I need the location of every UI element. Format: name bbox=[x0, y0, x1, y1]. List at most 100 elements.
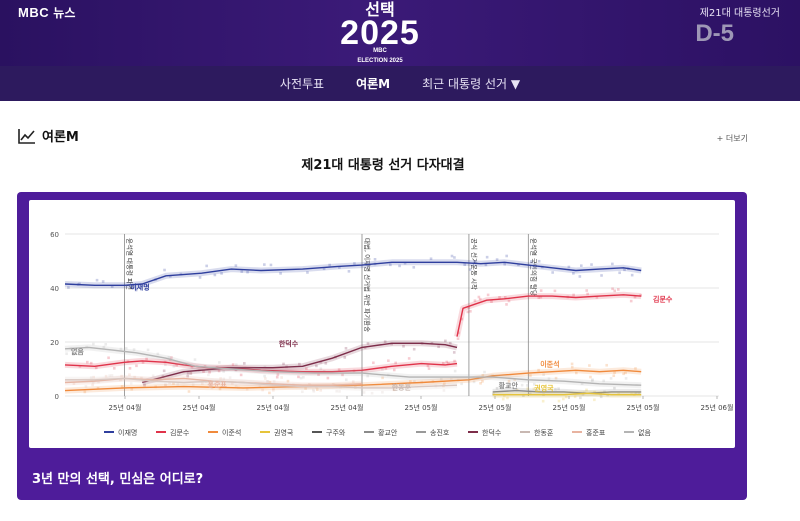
poll-point bbox=[280, 376, 283, 379]
poll-point bbox=[389, 263, 392, 267]
legend-label: 홍준표 bbox=[586, 428, 606, 437]
poll-point bbox=[190, 365, 194, 369]
section-header: 여론M bbox=[18, 126, 79, 145]
poll-point bbox=[460, 382, 463, 386]
poll-point bbox=[193, 358, 197, 361]
nav-poll-m[interactable]: 여론M bbox=[352, 71, 394, 103]
poll-point bbox=[272, 389, 275, 392]
poll-point bbox=[586, 292, 589, 296]
y-tick-label: 20 bbox=[50, 339, 59, 347]
poll-point bbox=[315, 386, 318, 389]
poll-point bbox=[383, 340, 387, 343]
poll-point bbox=[477, 295, 481, 299]
poll-point bbox=[347, 270, 351, 273]
poll-point bbox=[591, 378, 594, 382]
dday-value: D-5 bbox=[695, 20, 734, 47]
poll-point bbox=[443, 382, 446, 386]
poll-point bbox=[549, 365, 553, 368]
poll-point bbox=[553, 289, 557, 293]
poll-point bbox=[373, 257, 377, 261]
poll-point bbox=[495, 386, 499, 390]
poll-point bbox=[246, 270, 249, 274]
poll-point bbox=[403, 261, 407, 265]
poll-point bbox=[269, 263, 273, 267]
poll-point bbox=[135, 364, 138, 368]
site-header: MBC 뉴스 선택 2025 MBC ELECTION 2025 제21대 대통… bbox=[0, 0, 800, 66]
poll-point bbox=[623, 268, 626, 272]
poll-point bbox=[108, 374, 112, 377]
poll-point bbox=[175, 363, 178, 367]
poll-point bbox=[102, 345, 106, 349]
poll-point bbox=[481, 373, 485, 377]
poll-point bbox=[437, 345, 440, 349]
nav-early-vote[interactable]: 사전투표 bbox=[279, 77, 325, 91]
poll-point bbox=[319, 360, 323, 364]
poll-point bbox=[390, 342, 394, 346]
poll-point bbox=[381, 376, 384, 380]
legend-label: 송진호 bbox=[430, 428, 450, 437]
poll-point bbox=[189, 371, 193, 375]
poll-point bbox=[426, 364, 430, 368]
poll-point bbox=[146, 348, 150, 352]
poll-point bbox=[162, 369, 166, 373]
y-tick-label: 60 bbox=[50, 231, 59, 239]
x-tick-label: 25년 05월 bbox=[405, 403, 438, 412]
poll-point bbox=[520, 383, 524, 387]
poll-point bbox=[245, 387, 249, 391]
more-link[interactable]: + 더보기 bbox=[716, 134, 748, 143]
series-line bbox=[64, 369, 642, 392]
series-line bbox=[65, 377, 458, 389]
poll-point bbox=[468, 268, 472, 271]
poll-point bbox=[119, 347, 123, 351]
poll-point bbox=[472, 380, 476, 384]
poll-point bbox=[110, 285, 114, 288]
poll-point bbox=[168, 274, 172, 278]
logo-title: 선택 bbox=[365, 0, 395, 19]
poll-point bbox=[444, 339, 447, 343]
poll-point bbox=[611, 287, 614, 291]
x-tick-label: 25년 05월 bbox=[479, 403, 512, 412]
poll-point bbox=[200, 382, 204, 385]
brand-logo[interactable]: MBC 뉴스 bbox=[18, 4, 75, 21]
chart-caption[interactable]: 3년 만의 선택, 민심은 어디로? bbox=[32, 472, 204, 487]
series-label: 김문수 bbox=[653, 295, 673, 304]
poll-point bbox=[213, 273, 217, 277]
poll-point bbox=[279, 272, 282, 275]
poll-point bbox=[526, 387, 529, 390]
poll-point bbox=[506, 396, 509, 400]
nav-recent-elections[interactable]: 최근 대통령 선거 ▼ bbox=[422, 77, 521, 91]
x-tick-label: 25년 04월 bbox=[109, 403, 142, 412]
poll-point bbox=[362, 391, 366, 394]
brand-mbc: MBC bbox=[18, 5, 50, 20]
poll-point bbox=[298, 362, 301, 366]
poll-point bbox=[231, 382, 234, 385]
poll-point bbox=[222, 370, 225, 373]
poll-point bbox=[617, 288, 620, 291]
poll-point bbox=[94, 366, 98, 370]
poll-point bbox=[366, 374, 369, 378]
poll-point bbox=[588, 364, 591, 367]
series-label: 이재명 bbox=[130, 282, 149, 291]
poll-point bbox=[613, 371, 616, 374]
poll-point bbox=[145, 287, 148, 290]
poll-point bbox=[529, 260, 533, 263]
legend-label: 없음 bbox=[638, 429, 651, 437]
poll-point bbox=[222, 377, 226, 381]
poll-point bbox=[639, 294, 642, 297]
poll-point bbox=[205, 264, 208, 268]
poll-point bbox=[343, 356, 347, 359]
poll-point bbox=[164, 363, 167, 367]
poll-point bbox=[578, 275, 582, 278]
poll-point bbox=[513, 378, 517, 381]
poll-point bbox=[322, 267, 326, 271]
poll-point bbox=[490, 300, 493, 303]
poll-point bbox=[187, 390, 191, 393]
series-line bbox=[456, 294, 642, 337]
series-line bbox=[64, 346, 642, 386]
poll-point bbox=[398, 264, 401, 268]
poll-point bbox=[134, 288, 138, 292]
poll-point bbox=[163, 268, 166, 272]
poll-point bbox=[131, 286, 135, 290]
poll-point bbox=[503, 296, 507, 299]
election-logo[interactable]: 선택 2025 MBC ELECTION 2025 bbox=[320, 0, 440, 66]
